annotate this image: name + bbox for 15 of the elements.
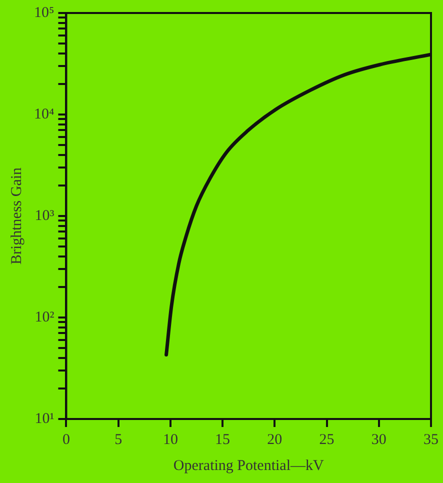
y-tick-label: 10² — [34, 309, 55, 326]
x-axis-title: Operating Potential—kV — [173, 458, 324, 474]
x-tick-label: 20 — [267, 432, 282, 448]
y-axis-title: Brightness Gain — [8, 166, 25, 265]
y-tick-label: 10⁵ — [34, 4, 54, 21]
x-tick-label: 25 — [319, 432, 334, 448]
x-tick-label: 0 — [62, 432, 70, 448]
x-tick-label: 30 — [371, 432, 386, 448]
y-tick-label: 10¹ — [34, 410, 54, 427]
x-tick-label: 15 — [215, 432, 230, 448]
x-tick-label: 10 — [162, 432, 178, 448]
x-tick-label: 35 — [424, 432, 438, 448]
y-tick-label: 10³ — [34, 208, 55, 224]
x-tick-label: 5 — [114, 432, 122, 448]
y-tick-label: 10⁴ — [34, 106, 54, 122]
